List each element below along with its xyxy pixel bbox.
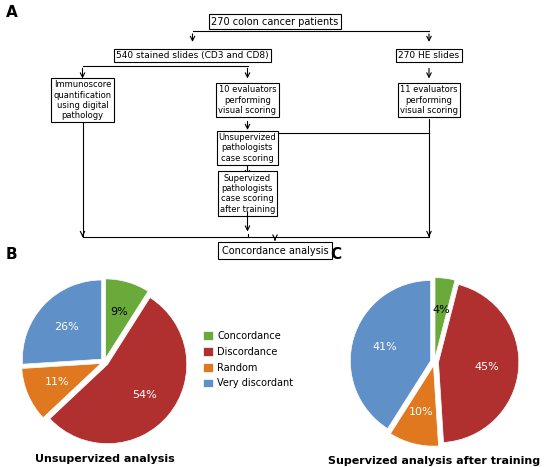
Text: 10 evaluators
performing
visual scoring: 10 evaluators performing visual scoring <box>218 85 277 115</box>
Text: 540 stained slides (CD3 and CD8): 540 stained slides (CD3 and CD8) <box>116 51 269 60</box>
Wedge shape <box>350 281 431 429</box>
Wedge shape <box>22 363 101 417</box>
Text: 11%: 11% <box>45 377 69 387</box>
Wedge shape <box>23 280 102 364</box>
Title: Unsupervized analysis: Unsupervized analysis <box>35 454 174 465</box>
Text: A: A <box>6 6 17 21</box>
Text: Supervized
pathologists
case scoring
after training: Supervized pathologists case scoring aft… <box>220 174 275 214</box>
Legend: Concordance, Discordance, Random, Very discordant: Concordance, Discordance, Random, Very d… <box>203 331 294 389</box>
Text: B: B <box>6 247 17 262</box>
Text: 10%: 10% <box>409 408 434 417</box>
Text: 54%: 54% <box>132 390 157 400</box>
Text: 270 colon cancer patients: 270 colon cancer patients <box>211 17 339 27</box>
Text: 270 HE slides: 270 HE slides <box>398 51 460 60</box>
Text: 9%: 9% <box>110 307 128 318</box>
Text: 41%: 41% <box>372 342 397 353</box>
Text: 45%: 45% <box>474 362 499 372</box>
Text: Unsupervized
pathologists
case scoring: Unsupervized pathologists case scoring <box>219 133 276 163</box>
Wedge shape <box>50 297 187 444</box>
Text: 4%: 4% <box>432 305 450 315</box>
Wedge shape <box>435 277 455 358</box>
Title: Supervized analysis after training: Supervized analysis after training <box>328 456 541 466</box>
Text: 11 evaluators
performing
visual scoring: 11 evaluators performing visual scoring <box>400 85 458 115</box>
Wedge shape <box>438 284 519 442</box>
Wedge shape <box>390 366 438 446</box>
Text: Immunoscore
quantification
using digital
pathology: Immunoscore quantification using digital… <box>53 80 112 120</box>
Text: Concordance analysis: Concordance analysis <box>222 246 328 255</box>
Wedge shape <box>106 279 148 358</box>
Text: 26%: 26% <box>54 322 79 332</box>
Text: C: C <box>330 247 341 262</box>
